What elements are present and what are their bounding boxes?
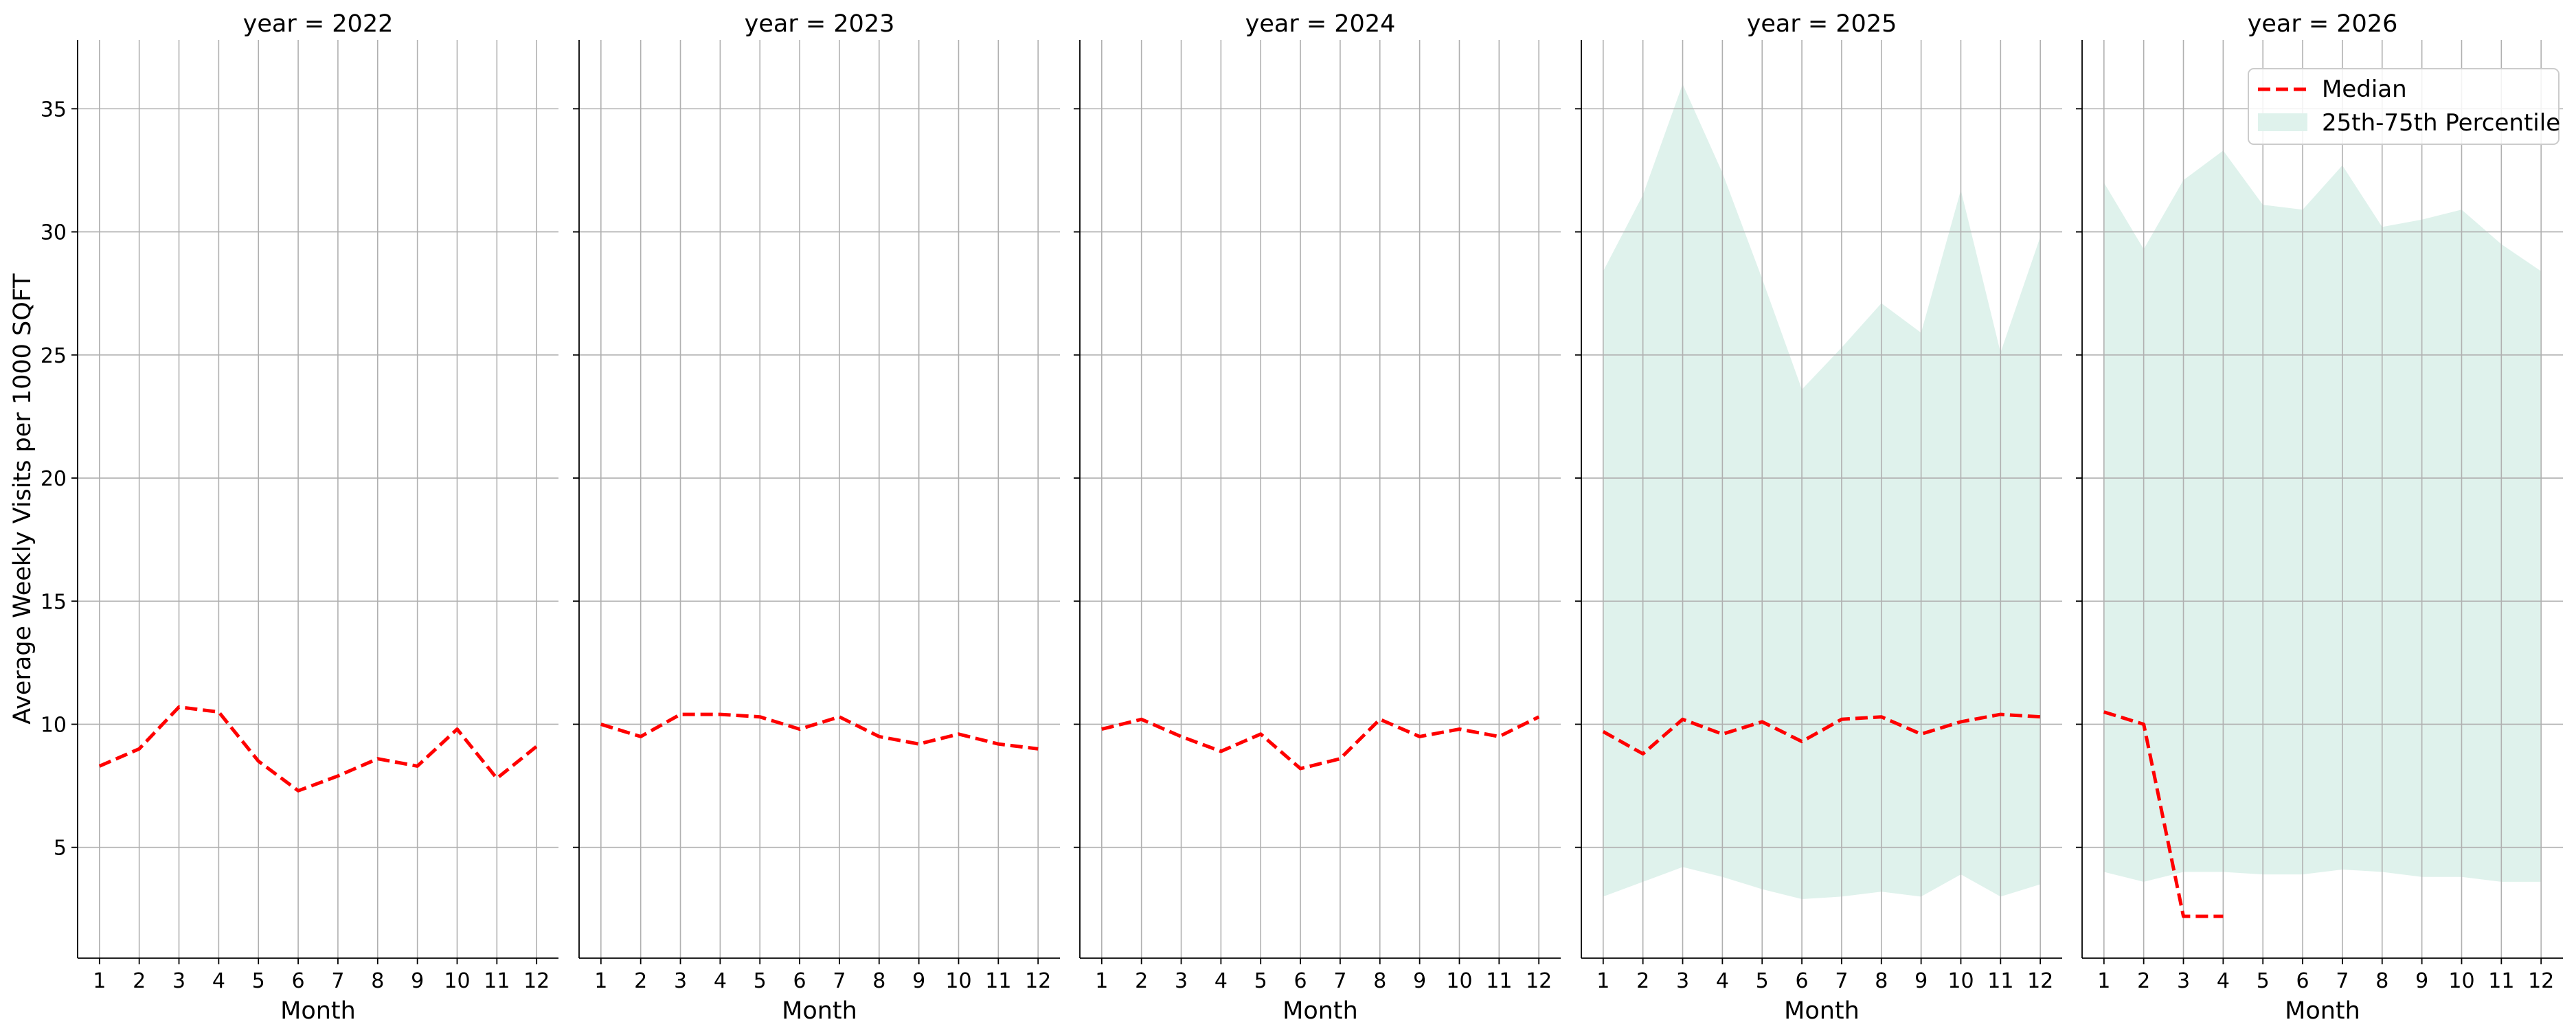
y-tick-label: 35 (41, 98, 67, 122)
x-tick-label: 10 (1446, 969, 1472, 993)
x-tick-label: 11 (1987, 969, 2013, 993)
y-axis-label: Average Weekly Visits per 1000 SQFT (9, 273, 36, 725)
x-tick-label: 1 (93, 969, 106, 993)
x-tick-label: 8 (872, 969, 885, 993)
x-tick-label: 8 (2375, 969, 2388, 993)
x-tick-label: 3 (674, 969, 687, 993)
x-tick-label: 7 (833, 969, 846, 993)
x-axis-label: Month (1283, 997, 1358, 1025)
x-tick-label: 5 (1756, 969, 1769, 993)
x-tick-label: 9 (1914, 969, 1928, 993)
x-tick-label: 9 (1413, 969, 1426, 993)
median-line (1101, 715, 1540, 771)
x-tick-label: 6 (1796, 969, 1809, 993)
x-tick-label: 6 (2296, 969, 2309, 993)
x-tick-label: 3 (172, 969, 185, 993)
legend-band-swatch (2258, 113, 2307, 131)
x-tick-label: 5 (2257, 969, 2270, 993)
x-axis-label: Month (280, 997, 356, 1025)
x-tick-label: 8 (371, 969, 384, 993)
x-tick-label: 7 (2336, 969, 2349, 993)
y-tick-label: 5 (54, 837, 67, 861)
x-tick-label: 2 (2137, 969, 2150, 993)
x-tick-label: 11 (2488, 969, 2514, 993)
x-tick-label: 1 (1095, 969, 1108, 993)
percentile-band (2103, 150, 2542, 882)
x-tick-label: 1 (2097, 969, 2110, 993)
x-tick-label: 9 (2415, 969, 2428, 993)
x-tick-label: 11 (484, 969, 510, 993)
x-tick-label: 3 (1175, 969, 1188, 993)
x-tick-label: 12 (2528, 969, 2554, 993)
panel-title: year = 2022 (243, 10, 394, 38)
x-tick-label: 7 (331, 969, 344, 993)
x-axis-label: Month (1784, 997, 1860, 1025)
x-tick-label: 10 (945, 969, 971, 993)
legend: Median 25th-75th Percentile (2248, 68, 2560, 145)
x-tick-label: 5 (754, 969, 767, 993)
y-tick-label: 30 (41, 221, 67, 245)
x-tick-label: 6 (1294, 969, 1307, 993)
x-tick-label: 12 (1526, 969, 1552, 993)
x-tick-label: 7 (1835, 969, 1848, 993)
median-line (98, 705, 538, 793)
x-tick-label: 6 (292, 969, 305, 993)
y-tick-label: 10 (41, 713, 67, 737)
x-tick-label: 4 (2217, 969, 2230, 993)
x-tick-label: 11 (985, 969, 1011, 993)
x-tick-label: 2 (1135, 969, 1148, 993)
x-tick-label: 10 (2448, 969, 2474, 993)
legend-band-label: 25th-75th Percentile (2322, 109, 2560, 137)
x-tick-label: 9 (912, 969, 925, 993)
x-tick-label: 2 (634, 969, 647, 993)
x-tick-label: 7 (1333, 969, 1346, 993)
x-tick-label: 4 (1214, 969, 1228, 993)
x-tick-label: 5 (252, 969, 265, 993)
x-tick-label: 11 (1486, 969, 1512, 993)
x-tick-label: 3 (1676, 969, 1689, 993)
x-tick-label: 1 (1596, 969, 1609, 993)
x-tick-label: 12 (1025, 969, 1051, 993)
x-tick-label: 8 (1875, 969, 1888, 993)
panel-title: year = 2026 (2248, 10, 2398, 38)
x-tick-label: 10 (444, 969, 470, 993)
legend-median-label: Median (2322, 76, 2407, 103)
y-tick-label: 20 (41, 467, 67, 491)
x-tick-label: 12 (2027, 969, 2053, 993)
x-axis-label: Month (782, 997, 857, 1025)
x-tick-label: 2 (133, 969, 146, 993)
x-tick-label: 5 (1254, 969, 1267, 993)
median-line (1602, 712, 2041, 756)
panel-title: year = 2024 (1245, 10, 1396, 38)
x-tick-label: 4 (1716, 969, 1729, 993)
x-tick-label: 2 (1636, 969, 1649, 993)
panel-title: year = 2023 (745, 10, 895, 38)
x-tick-label: 4 (714, 969, 727, 993)
x-tick-label: 6 (793, 969, 806, 993)
x-tick-label: 1 (594, 969, 607, 993)
x-tick-label: 10 (1947, 969, 1974, 993)
y-tick-label: 25 (41, 344, 67, 368)
x-tick-label: 9 (411, 969, 424, 993)
x-tick-label: 3 (2177, 969, 2190, 993)
panel-title: year = 2025 (1747, 10, 1897, 38)
x-tick-label: 12 (523, 969, 550, 993)
x-tick-label: 8 (1373, 969, 1386, 993)
x-tick-label: 4 (212, 969, 225, 993)
x-axis-label: Month (2285, 997, 2360, 1025)
median-line (600, 712, 1039, 751)
median-line (2103, 710, 2224, 918)
percentile-band (1603, 84, 2041, 899)
legend-box (2248, 68, 2560, 145)
y-tick-label: 15 (41, 590, 67, 614)
